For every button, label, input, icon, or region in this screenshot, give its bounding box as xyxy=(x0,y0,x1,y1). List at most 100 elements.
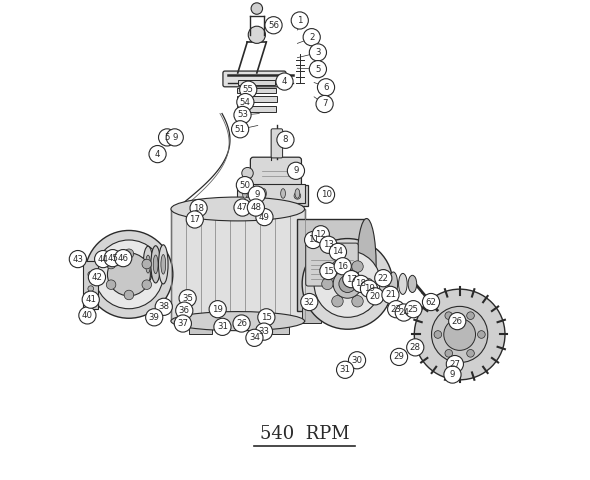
FancyBboxPatch shape xyxy=(271,129,283,158)
Text: 9: 9 xyxy=(172,133,178,142)
FancyBboxPatch shape xyxy=(83,262,99,309)
Text: 9: 9 xyxy=(450,370,455,379)
Ellipse shape xyxy=(146,255,150,273)
Text: 48: 48 xyxy=(250,203,261,212)
Ellipse shape xyxy=(171,312,304,331)
Text: 55: 55 xyxy=(242,85,254,94)
Ellipse shape xyxy=(153,255,158,274)
Text: 540  RPM: 540 RPM xyxy=(260,425,349,443)
Text: 47: 47 xyxy=(237,203,248,212)
Circle shape xyxy=(251,3,263,14)
Circle shape xyxy=(231,120,249,138)
Circle shape xyxy=(304,231,322,249)
Text: 4: 4 xyxy=(155,150,160,158)
Text: 8: 8 xyxy=(283,135,288,144)
Text: 20: 20 xyxy=(370,292,381,301)
Text: 29: 29 xyxy=(394,352,405,361)
Circle shape xyxy=(309,44,326,61)
Ellipse shape xyxy=(261,189,266,198)
Circle shape xyxy=(258,309,275,326)
Circle shape xyxy=(448,312,466,330)
Circle shape xyxy=(339,276,356,292)
Text: 15: 15 xyxy=(323,266,334,276)
Circle shape xyxy=(302,239,393,329)
Circle shape xyxy=(332,261,343,272)
Text: 49: 49 xyxy=(259,213,270,222)
Circle shape xyxy=(104,250,122,267)
Circle shape xyxy=(214,318,231,336)
FancyBboxPatch shape xyxy=(340,308,359,323)
Circle shape xyxy=(352,296,363,307)
Text: 33: 33 xyxy=(258,327,270,336)
Circle shape xyxy=(336,361,353,378)
Text: 19: 19 xyxy=(212,305,223,314)
Text: 43: 43 xyxy=(73,254,83,264)
FancyBboxPatch shape xyxy=(189,319,212,334)
Text: 28: 28 xyxy=(410,343,421,352)
Circle shape xyxy=(329,243,346,261)
Circle shape xyxy=(176,302,193,319)
Circle shape xyxy=(317,79,335,96)
FancyBboxPatch shape xyxy=(302,308,321,323)
FancyBboxPatch shape xyxy=(306,243,358,286)
Text: 26: 26 xyxy=(236,319,247,328)
Circle shape xyxy=(477,331,485,338)
Text: 19: 19 xyxy=(363,284,375,293)
Text: 40: 40 xyxy=(82,311,93,320)
Circle shape xyxy=(107,253,150,296)
Circle shape xyxy=(106,259,116,269)
FancyBboxPatch shape xyxy=(171,209,304,321)
Circle shape xyxy=(149,145,166,163)
Circle shape xyxy=(248,26,266,43)
Circle shape xyxy=(88,272,94,277)
FancyBboxPatch shape xyxy=(237,184,306,203)
Text: 41: 41 xyxy=(85,295,96,304)
FancyBboxPatch shape xyxy=(244,185,308,206)
Circle shape xyxy=(405,300,422,318)
Ellipse shape xyxy=(379,270,388,298)
Text: 62: 62 xyxy=(425,298,437,307)
Text: 11: 11 xyxy=(307,236,319,244)
Text: 18: 18 xyxy=(193,204,204,213)
Circle shape xyxy=(155,298,172,315)
Ellipse shape xyxy=(399,274,407,294)
Circle shape xyxy=(287,162,304,180)
Circle shape xyxy=(446,356,464,372)
Text: 12: 12 xyxy=(315,230,326,239)
Circle shape xyxy=(114,250,132,267)
Circle shape xyxy=(333,270,362,298)
Circle shape xyxy=(294,192,301,199)
Circle shape xyxy=(94,251,112,268)
Text: 50: 50 xyxy=(240,180,250,190)
Text: 23: 23 xyxy=(391,305,402,314)
Circle shape xyxy=(391,348,408,365)
Circle shape xyxy=(251,192,258,199)
Text: 45: 45 xyxy=(107,253,118,263)
Circle shape xyxy=(444,319,476,350)
Circle shape xyxy=(247,199,264,216)
Circle shape xyxy=(209,300,227,318)
Circle shape xyxy=(395,304,412,321)
Circle shape xyxy=(88,286,94,291)
Circle shape xyxy=(382,286,399,303)
Text: 37: 37 xyxy=(178,319,188,328)
Text: 1: 1 xyxy=(297,16,303,25)
Circle shape xyxy=(106,280,116,289)
FancyBboxPatch shape xyxy=(237,96,277,102)
Text: 34: 34 xyxy=(249,333,260,342)
Circle shape xyxy=(316,96,333,113)
Circle shape xyxy=(88,298,94,303)
Circle shape xyxy=(414,289,505,380)
Circle shape xyxy=(246,329,263,347)
Circle shape xyxy=(94,240,163,309)
Text: 21: 21 xyxy=(385,290,396,300)
Text: 35: 35 xyxy=(182,294,193,303)
Circle shape xyxy=(255,323,273,340)
Text: 14: 14 xyxy=(332,247,343,256)
Circle shape xyxy=(352,261,363,272)
Text: 54: 54 xyxy=(240,97,251,107)
Text: 9: 9 xyxy=(254,190,260,199)
Circle shape xyxy=(237,94,254,111)
Text: 30: 30 xyxy=(352,356,362,365)
FancyBboxPatch shape xyxy=(238,80,275,85)
